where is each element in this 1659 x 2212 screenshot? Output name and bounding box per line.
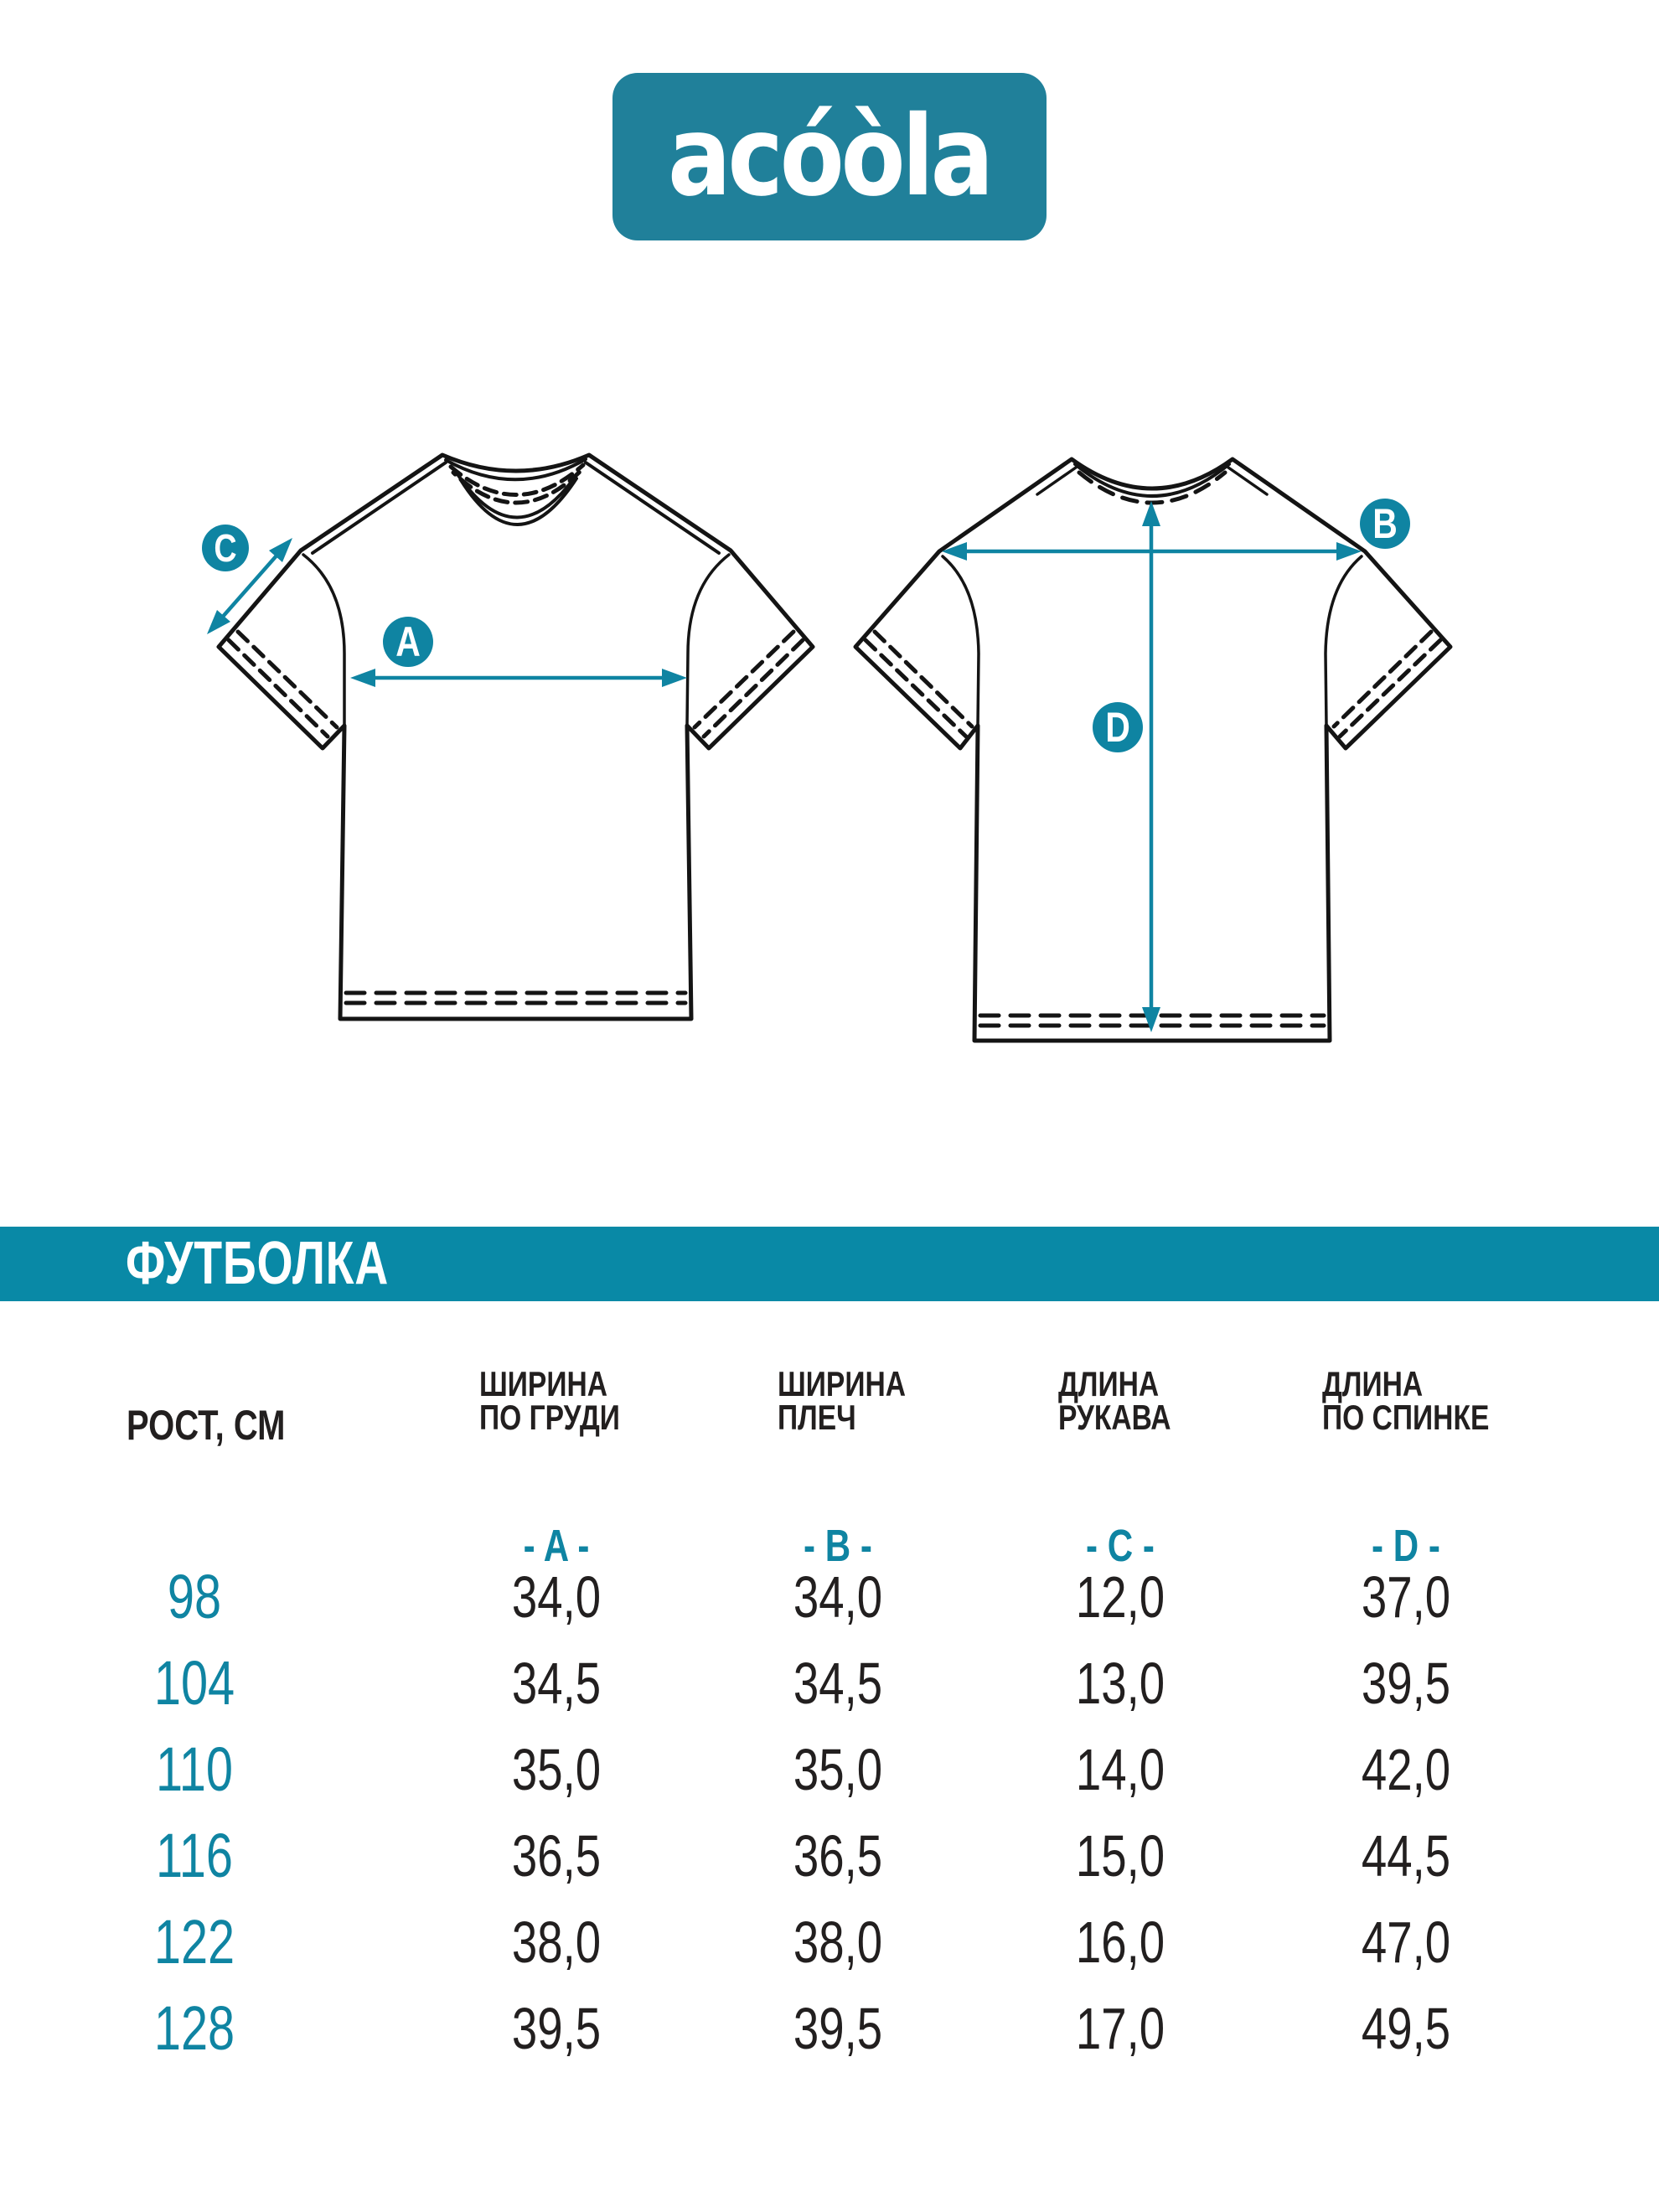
back-right-cuff-stitch-dashes [1331, 629, 1443, 739]
column-header-line2: ПО ГРУДИ [479, 1398, 620, 1437]
product-title: ФУТБОЛКА [126, 1230, 390, 1297]
letter-ref-D: - D - [1372, 1521, 1440, 1571]
value-cell-a: 35,0 [511, 1737, 602, 1802]
value-cell-d: 39,5 [1361, 1651, 1451, 1716]
size-height-cell: 128 [153, 1993, 235, 2063]
label-circle-A: A [383, 617, 433, 667]
value-cell-a: 34,5 [511, 1651, 602, 1716]
product-banner: ФУТБОЛКА [0, 1227, 1659, 1301]
column-header-line2: РУКАВА [1058, 1398, 1171, 1437]
label-letter-C: C [214, 526, 236, 569]
value-cell-b: 34,0 [793, 1564, 883, 1630]
label-letter-A: A [395, 618, 421, 665]
table-row: 128 39,5 39,5 17,0 49,5 [0, 1993, 1659, 2063]
column-header-line2: ПО СПИНКЕ [1322, 1398, 1490, 1437]
table-row: 98 34,0 34,0 12,0 37,0 [0, 1562, 1659, 1631]
value-cell-b: 36,5 [793, 1823, 883, 1889]
value-cell-a: 34,0 [511, 1564, 602, 1630]
collar-stitch-dashes-2 [451, 468, 583, 505]
left-cuff-stitch-dashes [226, 629, 339, 739]
value-cell-b: 39,5 [793, 1996, 883, 2061]
brand-logo-text: acóòla [668, 92, 994, 221]
table-row: 110 35,0 35,0 14,0 42,0 [0, 1734, 1659, 1804]
size-height-cell: 98 [167, 1562, 222, 1631]
tshirt-back-diagram: B D [853, 457, 1453, 1043]
column-header-back-length: ДЛИНА ПО СПИНКЕ [1322, 1364, 1531, 1437]
label-circle-C: C [202, 525, 249, 571]
hem-stitch-dashes [344, 990, 688, 1005]
value-cell-c: 13,0 [1075, 1651, 1165, 1716]
value-cell-b: 34,5 [793, 1651, 883, 1716]
back-left-cuff-stitch-dashes [863, 629, 974, 739]
value-cell-c: 16,0 [1075, 1910, 1165, 1975]
value-cell-a: 38,0 [511, 1910, 602, 1975]
back-armhole-seam-lines [941, 555, 1363, 727]
letter-ref-A: - A - [523, 1521, 590, 1571]
letter-ref-B: - B - [804, 1521, 872, 1571]
collar-band-bottom-2 [459, 477, 578, 526]
value-cell-d: 37,0 [1361, 1564, 1451, 1630]
value-cell-c: 14,0 [1075, 1737, 1165, 1802]
back-collar-band [1073, 463, 1231, 498]
tshirt-front-outline [216, 452, 815, 1021]
label-letter-B: B [1372, 500, 1398, 547]
column-header-line2: ПЛЕЧ [778, 1398, 856, 1437]
value-cell-c: 15,0 [1075, 1823, 1165, 1889]
letter-reference-row: - A - - B - - C - - D - [0, 1523, 1659, 1584]
armhole-seam-lines [302, 553, 731, 727]
column-header-line1: ДЛИНА [1058, 1364, 1160, 1403]
value-cell-d: 44,5 [1361, 1823, 1451, 1889]
value-cell-b: 35,0 [793, 1737, 883, 1802]
size-height-cell: 104 [153, 1648, 235, 1718]
height-column-header: РОСТ, СМ [127, 1402, 286, 1449]
column-header-line1: ШИРИНА [479, 1364, 608, 1403]
column-header-sleeve: ДЛИНА РУКАВА [1058, 1364, 1199, 1437]
measure-arrow-back-length-D [1142, 501, 1160, 1032]
collar-band-bottom-1 [456, 471, 580, 519]
value-cell-c: 17,0 [1075, 1996, 1165, 2061]
value-cell-a: 36,5 [511, 1823, 602, 1889]
label-circle-B: B [1360, 499, 1410, 549]
measure-arrow-chest-A [350, 669, 687, 687]
right-cuff-stitch-dashes [692, 629, 805, 739]
column-header-line1: ДЛИНА [1322, 1364, 1424, 1403]
label-circle-D: D [1093, 702, 1143, 752]
collar-inner-rim [444, 457, 587, 482]
table-row: 116 36,5 36,5 15,0 44,5 [0, 1821, 1659, 1890]
value-cell-d: 49,5 [1361, 1996, 1451, 2061]
value-cell-c: 12,0 [1075, 1564, 1165, 1630]
tshirt-back-outline [853, 457, 1453, 1043]
back-shoulder-seam-ticks [1036, 466, 1269, 496]
collar-stitch-dashes-1 [448, 463, 586, 497]
letter-ref-C: - C - [1086, 1521, 1155, 1571]
table-row: 104 34,5 34,5 13,0 39,5 [0, 1648, 1659, 1718]
back-collar-stitch-dashes [1077, 470, 1227, 505]
value-cell-d: 47,0 [1361, 1910, 1451, 1975]
value-cell-a: 39,5 [511, 1996, 602, 2061]
column-header-shoulder: ШИРИНА ПЛЕЧ [778, 1364, 938, 1437]
column-header-chest: ШИРИНА ПО ГРУДИ [479, 1364, 655, 1437]
size-height-cell: 122 [153, 1907, 235, 1977]
size-height-cell: 116 [155, 1821, 234, 1890]
measure-arrow-sleeve-C [207, 538, 292, 634]
back-hem-stitch-dashes [978, 1013, 1326, 1028]
size-height-cell: 110 [155, 1734, 234, 1804]
value-cell-b: 38,0 [793, 1910, 883, 1975]
tshirt-front-diagram: A C [202, 452, 815, 1021]
shoulder-seam-lines [311, 461, 721, 555]
label-letter-D: D [1105, 704, 1130, 751]
brand-logo: acóòla [612, 73, 1047, 240]
table-row: 122 38,0 38,0 16,0 47,0 [0, 1907, 1659, 1977]
value-cell-d: 42,0 [1361, 1737, 1451, 1802]
column-header-line1: ШИРИНА [778, 1364, 907, 1403]
